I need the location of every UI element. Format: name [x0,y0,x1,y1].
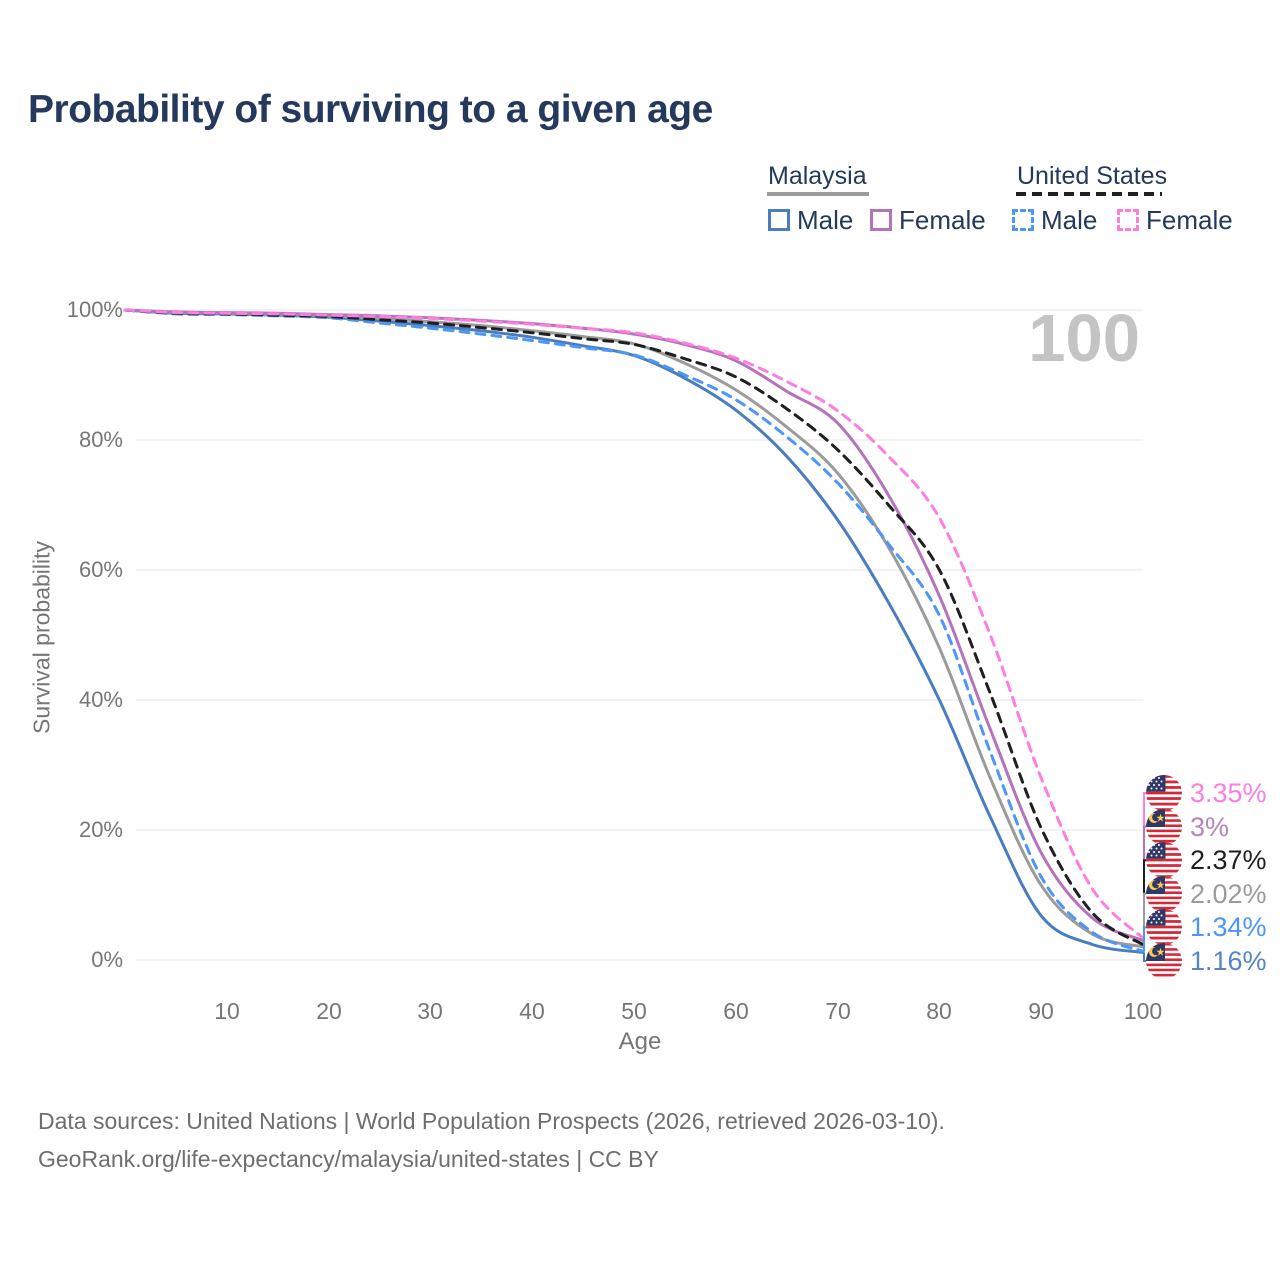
legend-item-malaysia-female[interactable]: Female [870,204,986,235]
curve-malaysia-male [123,308,1145,954]
legend-label: Female [899,204,986,235]
us-female-swatch-icon [1117,209,1139,231]
malaysia-flag-icon [1146,809,1182,845]
united-states-flag-icon [1146,775,1182,811]
end-value: 3.35% [1190,777,1267,808]
end-label-us-female: 3.35% [1146,774,1267,812]
end-label-malaysia-female: 3% [1146,808,1229,846]
end-value: 2.37% [1190,844,1267,875]
x-tick-label: 10 [214,998,240,1024]
end-label-us-male: 1.34% [1146,908,1267,946]
x-tick-label: 90 [1028,998,1054,1024]
legend-label: Male [797,204,854,235]
malaysia-flag-icon [1146,943,1182,979]
curve-united-states-total [123,308,1145,947]
legend-malaysia-total-line-swatch [767,192,869,196]
y-tick-label: 0% [91,947,123,972]
data-sources-note: Data sources: United Nations | World Pop… [38,1108,945,1134]
age-watermark: 100 [1028,301,1140,376]
malaysia-female-swatch-icon [870,209,892,231]
curve-united-states-female [123,308,1145,940]
end-value: 3% [1190,811,1230,842]
legend-us-total-line-swatch [1016,192,1162,196]
x-tick-label: 50 [621,998,647,1024]
curve-malaysia-total [123,308,1145,949]
source-url-note: GeoRank.org/life-expectancy/malaysia/uni… [38,1146,659,1172]
malaysia-flag-icon [1146,876,1182,912]
malaysia-male-swatch-icon [768,209,790,231]
legend-label: Female [1146,204,1233,235]
curve-united-states-male [123,308,1145,953]
page-title: Probability of surviving to a given age [28,88,713,131]
y-tick-label: 60% [78,557,123,582]
x-tick-label: 30 [417,998,443,1024]
legend-item-malaysia-male[interactable]: Male [768,204,854,235]
legend-label: Male [1041,204,1098,235]
x-tick-label: 100 [1123,998,1163,1024]
end-value: 1.34% [1190,911,1267,942]
survival-chart-plot[interactable] [123,308,1153,962]
x-tick-label: 40 [519,998,545,1024]
y-tick-label: 80% [78,427,123,452]
legend-group-united-states[interactable]: United States [1017,162,1168,190]
us-male-swatch-icon [1012,209,1034,231]
end-label-us-total: 2.37% [1146,841,1267,879]
united-states-flag-icon [1146,909,1182,945]
x-tick-label: 60 [723,998,749,1024]
x-axis-title: Age [618,1028,662,1055]
end-value: 2.02% [1190,878,1267,909]
gridlines [136,309,1143,961]
united-states-flag-icon [1146,842,1182,878]
legend-item-us-female[interactable]: Female [1117,204,1233,235]
survival-curves [123,308,1145,954]
x-tick-label: 80 [926,998,952,1024]
y-tick-label: 20% [78,817,123,842]
y-axis-title: Survival probability [28,540,55,735]
legend-item-us-male[interactable]: Male [1012,204,1098,235]
curve-malaysia-female [123,308,1145,942]
end-label-malaysia-male: 1.16% [1146,942,1267,980]
y-tick-label: 100% [66,297,123,322]
x-tick-label: 20 [316,998,342,1024]
y-tick-label: 40% [78,687,123,712]
x-tick-label: 70 [825,998,851,1024]
end-value: 1.16% [1190,945,1267,976]
legend-group-malaysia[interactable]: Malaysia [768,162,867,190]
end-label-malaysia-total: 2.02% [1146,875,1267,913]
